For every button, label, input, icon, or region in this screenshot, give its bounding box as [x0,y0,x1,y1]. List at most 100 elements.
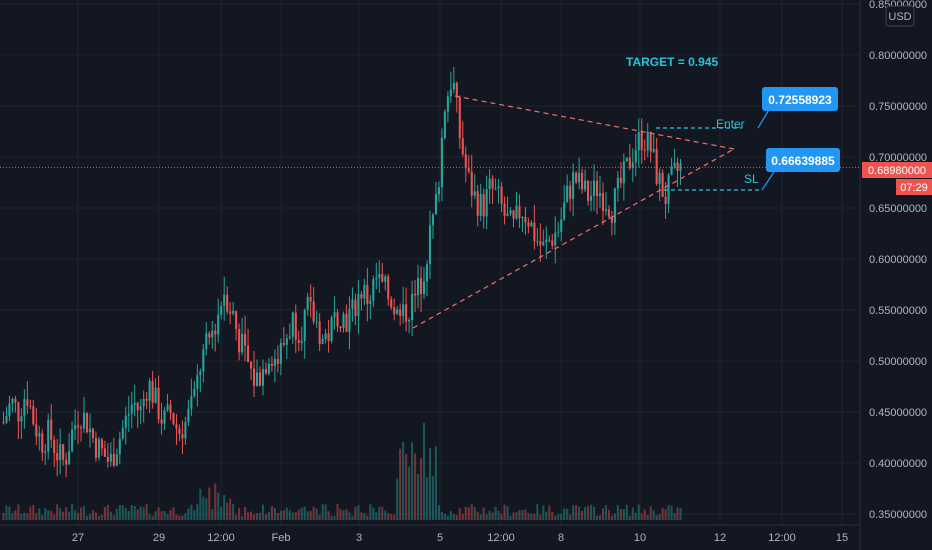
candle-body [533,222,536,242]
volume-bar [255,513,259,520]
volume-bar [431,476,435,520]
volume-bar [604,505,607,520]
volume-bar [127,511,130,520]
volume-bar [145,504,148,520]
time-axis-label: 27 [72,532,84,544]
volume-bar [524,509,527,520]
candle-body [572,172,575,199]
candle-body [351,299,354,310]
candle-body [264,369,267,374]
volume-bar [619,508,622,520]
candle-body [68,450,71,465]
volume-bar [100,514,103,520]
volume-bar [112,515,115,520]
volume-bar [17,504,20,520]
volume-bar [607,509,610,520]
volume-bar [178,515,181,520]
volume-bar [297,509,300,520]
volume-bar [494,506,497,520]
volume-bar [515,512,518,520]
price-axis-label: 0.65000000 [869,203,927,215]
candle-body [32,406,35,425]
candle-body [601,193,605,211]
candle-body [512,210,515,219]
volume-bar [554,515,557,520]
sl-price-box[interactable] [766,148,840,172]
drawing-overlays [0,95,860,329]
candle-body [124,415,127,428]
volume-bar [485,514,488,520]
candle-body [127,413,130,416]
candle-body [673,162,676,167]
candle-body [235,310,238,330]
volume-bar [279,510,282,520]
candle-body [578,172,581,183]
candle-body [321,339,324,345]
candle-body [655,148,658,184]
candle-body [476,191,479,216]
volume-bar [503,504,506,520]
volume-bar [658,514,661,520]
volume-bar [482,507,485,520]
candle-body [187,408,190,422]
volume-bar [288,510,291,520]
candle-body [291,312,294,337]
candle-body [381,274,384,282]
countdown-text: 07:29 [900,182,928,194]
volume-bar [479,514,482,520]
volume-bar [542,505,545,520]
candle-body [485,189,488,217]
candle-body [676,162,679,171]
candle-body [88,428,92,433]
candle-body [151,380,154,403]
volume-bar [679,508,682,520]
candle-body [91,428,95,438]
currency-box[interactable] [885,5,915,27]
enter-price-box[interactable] [762,87,838,111]
volume-bar [575,504,578,520]
volume-bar [68,511,71,520]
candle-body [467,167,470,172]
candle-body [610,216,613,223]
volume-bar [247,512,250,520]
volume-bar [8,506,11,520]
volume-bar [106,504,109,520]
candle-body [79,427,83,429]
candle-body [664,196,667,204]
volume-bar [437,505,440,520]
volume-bar [649,506,652,520]
candle-body [270,363,273,366]
candle-body [169,404,172,413]
volume-bar [261,504,265,520]
candle-body [2,422,5,424]
candle-body [112,454,115,466]
candle-body [71,429,74,451]
volume-bar [470,504,473,520]
candle-body [396,309,399,315]
volume-bar [282,510,285,520]
candle-body [193,388,196,397]
price-axis-panel[interactable] [860,0,932,550]
price-axis-label: 0.70000000 [869,152,927,164]
volume-bar [417,473,420,520]
target-label[interactable]: TARGET = 0.945 [626,55,718,69]
currency-label: USD [888,11,911,23]
candle-body [494,188,497,190]
candle-body [318,321,321,345]
volume-bar [578,506,581,520]
volume-bar [211,509,214,520]
volume-bar [631,507,634,520]
volume-bar [381,506,384,520]
volume-bar [345,509,348,520]
price-axis-label: 0.75000000 [869,101,927,113]
volume-bar [229,498,232,520]
time-axis-label: 12:00 [487,532,515,544]
volume-bar [32,504,35,520]
candle-body [440,137,443,188]
volume-bar [336,504,339,520]
candle-body [378,274,381,278]
volume-bar [360,512,363,520]
candle-body [592,180,596,197]
volume-bar [446,515,449,520]
